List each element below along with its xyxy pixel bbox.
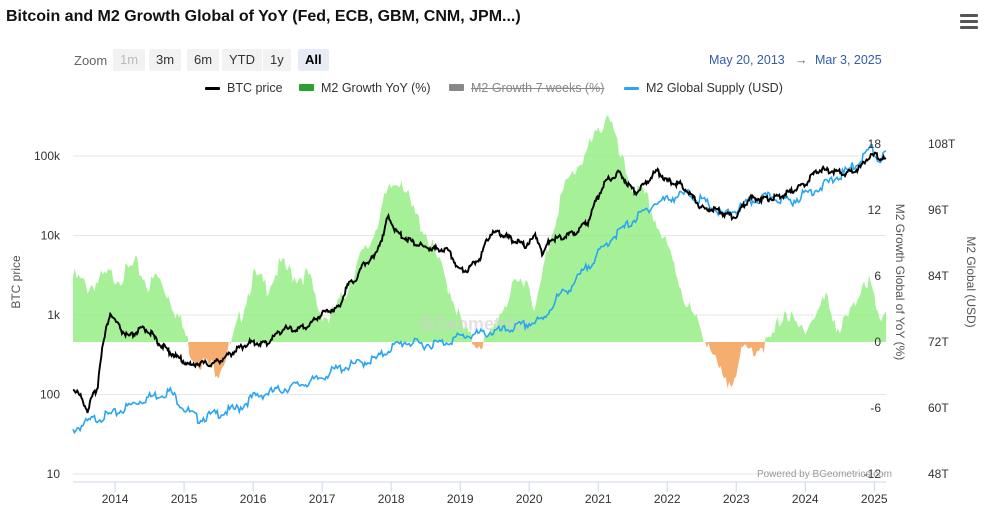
- legend-item-m2-growth[interactable]: M2 Growth YoY (%): [299, 81, 431, 95]
- m2-growth-axis-tick-label: 6: [874, 269, 881, 283]
- x-axis-tick-label: 2023: [723, 492, 750, 506]
- legend-item-btc[interactable]: BTC price: [205, 81, 283, 95]
- btc-axis-tick-label: 10: [47, 467, 61, 481]
- btc-axis-tick-label: 100: [40, 388, 60, 402]
- hamburger-menu-icon[interactable]: [960, 14, 978, 29]
- x-axis-tick-label: 2019: [447, 492, 474, 506]
- credit-link[interactable]: Powered by BGeometrics.com: [756, 469, 892, 480]
- m2-growth-axis-tick-label: -6: [870, 401, 881, 415]
- range-to-input[interactable]: Mar 3, 2025: [815, 53, 882, 67]
- x-axis-tick-label: 2024: [792, 492, 819, 506]
- area-swatch-icon: [299, 84, 314, 91]
- m2-growth-negative-area: [73, 342, 886, 389]
- x-axis-tick-label: 2015: [171, 492, 198, 506]
- x-axis-tick-label: 2025: [861, 492, 888, 506]
- supply-line-icon: [624, 87, 639, 90]
- chart-title: Bitcoin and M2 Growth Global of YoY (Fed…: [6, 8, 521, 25]
- legend-item-m2-supply[interactable]: M2 Global Supply (USD): [624, 81, 783, 95]
- legend-label: M2 Growth YoY (%): [321, 81, 431, 95]
- btc-line-icon: [205, 87, 220, 90]
- zoom-button-all[interactable]: All: [298, 49, 329, 71]
- x-axis-tick-label: 2020: [516, 492, 543, 506]
- m2-growth-positive-area: [73, 115, 886, 342]
- legend-label: BTC price: [227, 81, 283, 95]
- legend-item-m2-7w[interactable]: M2 Growth 7 weeks (%): [449, 81, 604, 95]
- m2-supply-axis-tick-label: 60T: [928, 401, 949, 415]
- zoom-button-1y[interactable]: 1y: [263, 49, 291, 71]
- m2-supply-axis-tick-label: 96T: [928, 203, 949, 217]
- btc-axis-tick-label: 1k: [47, 308, 61, 322]
- x-axis-tick-label: 2014: [102, 492, 129, 506]
- btc-axis-tick-label: 10k: [41, 229, 61, 243]
- m2-supply-axis-tick-label: 84T: [928, 269, 949, 283]
- legend-label: M2 Global Supply (USD): [646, 81, 783, 95]
- m2-growth-axis-tick-label: 12: [868, 203, 882, 217]
- x-axis-tick-label: 2016: [240, 492, 267, 506]
- x-axis-tick-label: 2021: [585, 492, 612, 506]
- zoom-button-ytd[interactable]: YTD: [222, 49, 262, 71]
- m2-supply-axis-tick-label: 108T: [928, 137, 956, 151]
- zoom-button-6m[interactable]: 6m: [187, 49, 220, 71]
- m2-growth-axis-tick-label: 0: [874, 335, 881, 349]
- m2-supply-axis-title: M2 Global (USD): [964, 236, 978, 327]
- m2-supply-axis-tick-label: 72T: [928, 335, 949, 349]
- legend: BTC price M2 Growth YoY (%) M2 Growth 7 …: [0, 81, 990, 97]
- x-axis-tick-label: 2017: [309, 492, 336, 506]
- zoom-button-3m[interactable]: 3m: [149, 49, 182, 71]
- range-arrow: →: [795, 53, 808, 67]
- btc-price-line: [72, 151, 887, 414]
- m2-supply-line: [72, 143, 887, 435]
- zoom-button-1m[interactable]: 1m: [113, 49, 146, 71]
- range-from-input[interactable]: May 20, 2013: [709, 53, 785, 67]
- watermark-text: BGeometrics: [420, 314, 532, 334]
- area-swatch-icon: [449, 84, 464, 91]
- m2-growth-axis-tick-label: 18: [868, 137, 882, 151]
- m2-growth-axis-tick-label: -12: [864, 467, 882, 481]
- zoom-label: Zoom: [74, 53, 108, 68]
- legend-label: M2 Growth 7 weeks (%): [471, 81, 605, 95]
- btc-axis-title: BTC price: [9, 255, 23, 309]
- m2-supply-axis-tick-label: 48T: [928, 467, 949, 481]
- m2-growth-axis-title: M2 Growth Global of YoY (%): [893, 204, 907, 361]
- x-axis-tick-label: 2018: [378, 492, 405, 506]
- btc-axis-tick-label: 100k: [34, 149, 61, 163]
- x-axis-tick-label: 2022: [654, 492, 681, 506]
